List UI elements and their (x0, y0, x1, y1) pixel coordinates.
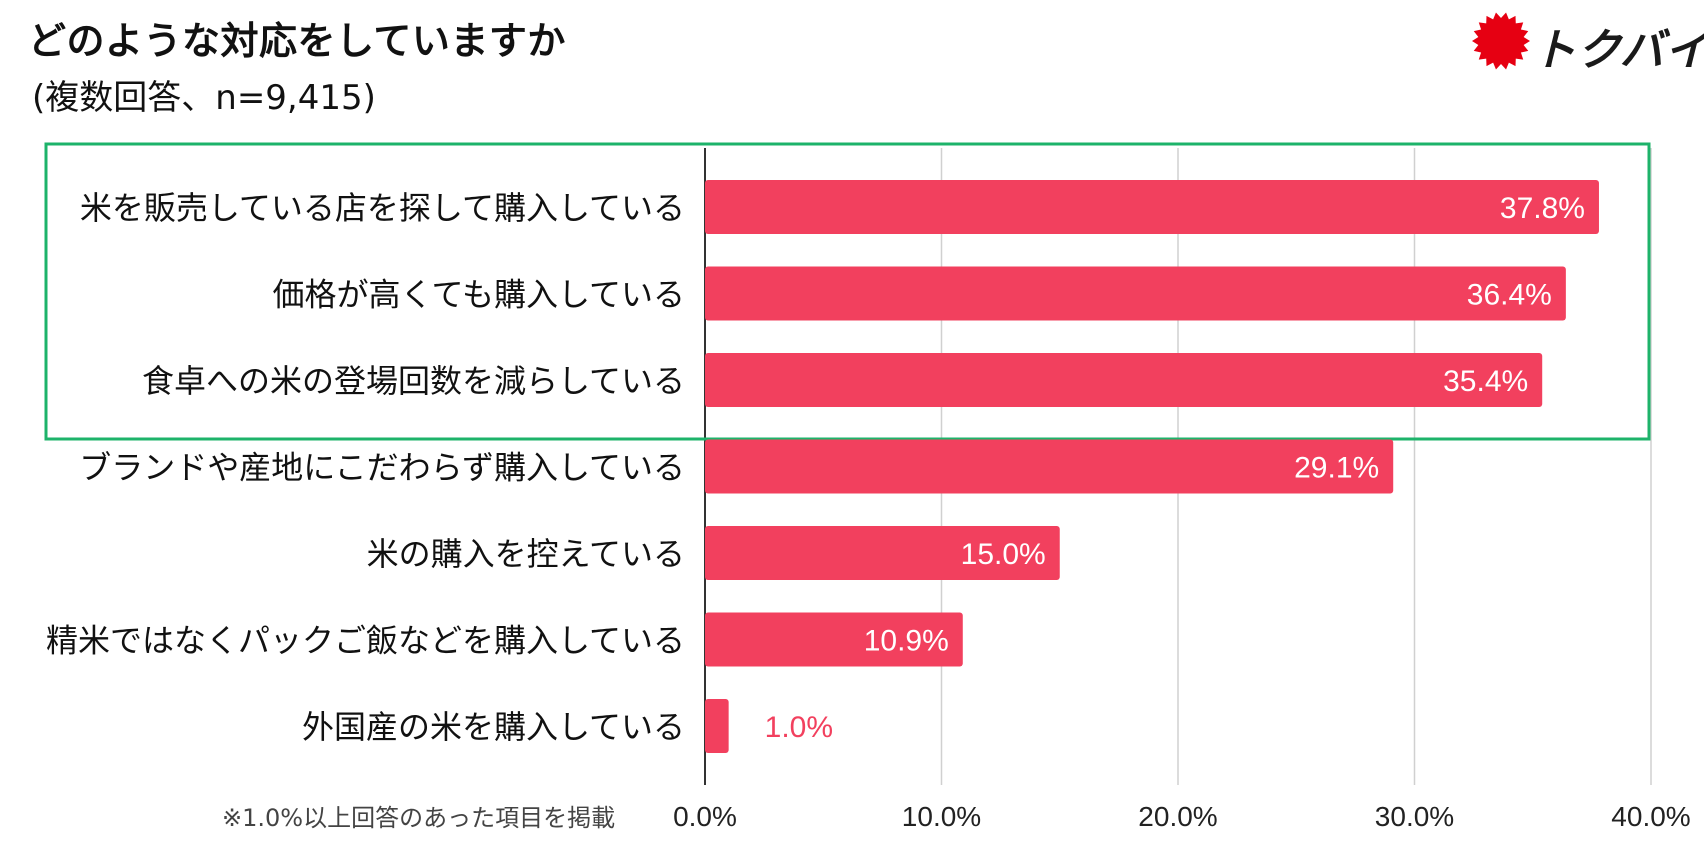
category-label: 米を販売している店を探して購入している (80, 189, 685, 227)
bar (705, 180, 1599, 234)
category-labels: 米を販売している店を探して購入している価格が高くても購入している食卓への米の登場… (46, 189, 685, 746)
x-tick-label: 30.0% (1375, 801, 1454, 832)
chart-title: どのような対応をしていますか (28, 19, 566, 63)
x-tick-label: 0.0% (673, 801, 737, 832)
category-label: 米の購入を控えている (367, 535, 685, 573)
bar (705, 439, 1394, 494)
data-label: 35.4% (1443, 365, 1528, 398)
highlight-box-layer (44, 142, 1651, 441)
bar (705, 612, 963, 667)
bar (705, 266, 1566, 321)
data-label: 29.1% (1294, 452, 1379, 485)
brand-logo-text: トクバイ (1532, 25, 1704, 76)
category-label: 外国産の米を購入している (302, 708, 685, 746)
bar (705, 526, 1060, 580)
data-label: 15.0% (961, 538, 1046, 571)
category-label: 食卓への米の登場回数を減らしている (142, 362, 685, 400)
data-label: 1.0% (765, 711, 833, 744)
bars: 37.8% 36.4% 35.4% 29.1% 15.0% 10.9% 1.0% (705, 180, 1599, 753)
x-tick-label: 40.0% (1611, 801, 1690, 832)
logo-sunburst-icon (1472, 12, 1530, 70)
category-label: ブランドや産地にこだわらず購入している (79, 449, 685, 487)
data-label: 37.8% (1500, 192, 1585, 225)
footnote: ※1.0%以上回答のあった項目を掲載 (222, 804, 616, 832)
data-label: 36.4% (1467, 279, 1552, 312)
x-axis-ticks: 0.0% 10.0% 20.0% 30.0% 40.0% (673, 801, 1691, 832)
bar (705, 699, 729, 753)
bar (705, 353, 1543, 407)
brand-logo: トクバイ (1470, 6, 1704, 76)
chart-subtitle: (複数回答、n=9,415) (32, 78, 376, 118)
category-label: 精米ではなくパックご飯などを購入している (46, 622, 685, 660)
highlight-box (44, 142, 1651, 441)
x-tick-label: 10.0% (902, 801, 981, 832)
x-tick-label: 20.0% (1138, 801, 1217, 832)
data-label: 10.9% (864, 625, 949, 658)
category-label: 価格が高くても購入している (273, 276, 685, 314)
